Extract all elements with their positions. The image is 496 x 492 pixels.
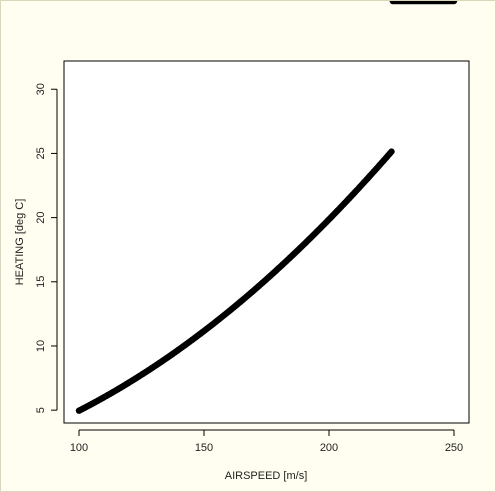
data-point (388, 148, 395, 155)
data-point (450, 1, 458, 5)
x-tick-label: 150 (195, 442, 213, 454)
x-axis: 100 150 200 250 (70, 429, 463, 454)
y-tick-label: 20 (35, 211, 47, 223)
y-tick-label: 25 (35, 147, 47, 159)
y-tick-label: 15 (35, 276, 47, 288)
y-tick-label: 10 (35, 340, 47, 352)
y-axis: 5 10 15 20 25 30 (35, 83, 58, 413)
y-axis-title: HEATING [deg C] (14, 199, 26, 286)
y-tick-label: 5 (35, 407, 47, 413)
plot-area-box (63, 60, 470, 424)
x-tick-label: 100 (70, 442, 88, 454)
x-tick-label: 200 (320, 442, 338, 454)
y-tick-label: 30 (35, 83, 47, 95)
x-tick-label: 250 (445, 442, 463, 454)
data-points (75, 1, 458, 414)
x-axis-title: AIRSPEED [m/s] (225, 470, 308, 482)
